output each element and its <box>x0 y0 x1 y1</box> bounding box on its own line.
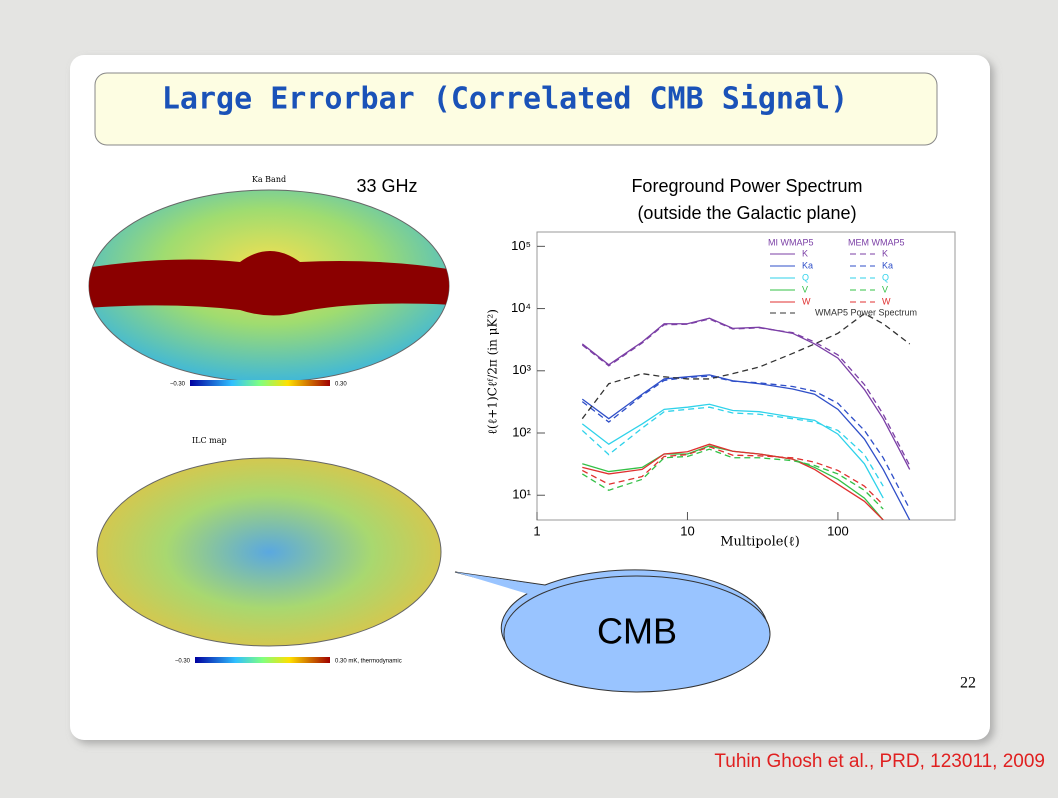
plot-frame <box>536 231 956 521</box>
legend-label: V <box>882 284 888 294</box>
chart-title: Foreground Power Spectrum <box>631 176 862 196</box>
legend-label: K <box>882 248 888 258</box>
map-title: ILC map <box>192 436 227 445</box>
series-line <box>581 312 911 420</box>
legend-header: MI WMAP5 <box>768 237 814 247</box>
series-group <box>581 312 911 520</box>
callout-text: CMB <box>597 611 677 652</box>
legend-header: MEM WMAP5 <box>848 237 905 247</box>
colorbar-min: −0.30 <box>170 382 186 388</box>
series-line <box>582 443 884 520</box>
series-line <box>581 375 911 510</box>
y-tick-label: 10¹ <box>512 487 531 502</box>
page-number: 22 <box>960 675 976 692</box>
series-line <box>581 403 884 499</box>
series-line <box>581 446 884 506</box>
map <box>96 457 442 647</box>
legend-label: W <box>802 296 811 306</box>
series-line <box>581 406 884 487</box>
y-tick-label: 10² <box>512 424 531 439</box>
x-tick-label: 1 <box>533 523 540 538</box>
series-line <box>581 448 884 510</box>
colorbar-max: 0.30 <box>335 382 347 388</box>
y-tick-label: 10⁵ <box>511 238 531 253</box>
galactic-band <box>89 251 449 316</box>
callout <box>503 575 771 693</box>
legend-label: Q <box>802 272 809 282</box>
band-label: 33 GHz <box>356 176 417 196</box>
x-tick-label: 10 <box>680 523 694 538</box>
legend-label: V <box>802 284 808 294</box>
legend-label: Q <box>882 272 889 282</box>
map-title: Ka Band <box>252 175 286 184</box>
legend-label: Ka <box>802 260 813 270</box>
plot: 1 10 100 10¹ 10² 10³ 10⁴ 10⁵ Multipole(ℓ) ℓ(ℓ+1)C… <box>486 231 956 550</box>
legend-label: WMAP5 Power Spectrum <box>815 307 917 317</box>
chart-title: (outside the Galactic plane) <box>637 203 856 223</box>
colorbar-min: −0.30 <box>175 659 191 665</box>
y-tick-label: 10³ <box>512 362 531 377</box>
callout-joint <box>455 572 546 594</box>
slide-title: Large Errorbar (Correlated CMB Signal) <box>162 82 848 117</box>
title-box <box>94 72 938 146</box>
legend-label: W <box>882 296 891 306</box>
legend-label: Ka <box>882 260 893 270</box>
y-tick-label: 10⁴ <box>511 300 531 315</box>
y-axis-label: ℓ(ℓ+1)Cℓᶠ/2π (in μK²) <box>486 309 500 435</box>
series-line <box>581 317 911 470</box>
colorbar-max: 0.30 mK, thermodynamic <box>335 659 402 665</box>
citation: Tuhin Ghosh et al., PRD, 123011, 2009 <box>714 751 1045 772</box>
legend-label: K <box>802 248 808 258</box>
colorbar <box>195 657 330 663</box>
colorbar <box>190 380 330 386</box>
x-tick-label: 100 <box>827 523 849 538</box>
x-axis-label: Multipole(ℓ) <box>720 535 800 550</box>
